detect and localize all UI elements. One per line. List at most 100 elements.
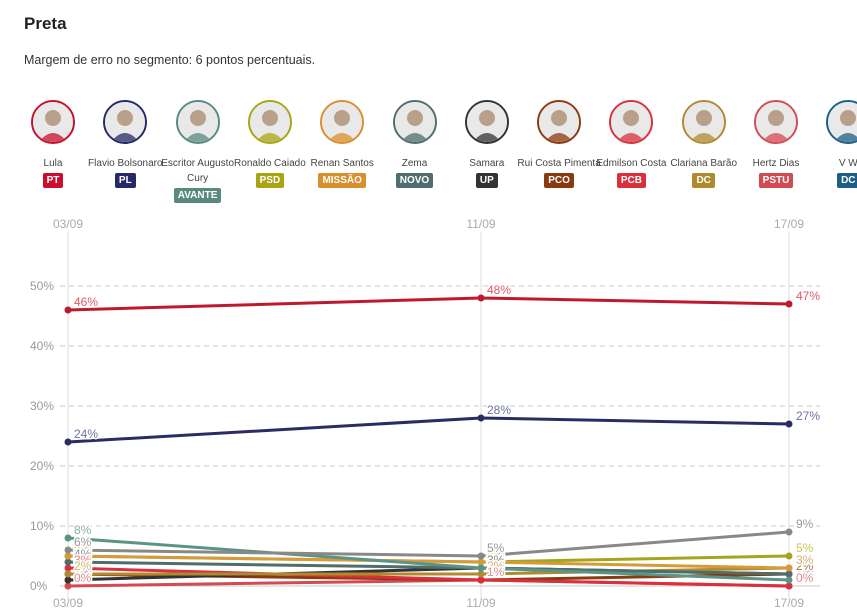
data-label-11-1: 5% <box>487 541 505 555</box>
data-point-5-0 <box>64 558 72 566</box>
data-label-7-1: 1% <box>487 565 505 579</box>
candidate-6[interactable]: Samara UP <box>442 100 532 188</box>
data-point-2-2 <box>785 576 793 584</box>
candidate-5[interactable]: Zema NOVO <box>370 100 460 188</box>
data-label-1-2: 27% <box>796 409 820 423</box>
data-point-0-2 <box>785 300 793 308</box>
data-point-11-2 <box>785 528 793 536</box>
series-line-11 <box>67 530 790 558</box>
data-point-0-1 <box>477 294 485 302</box>
ronaldo-caiado-avatar-icon <box>247 100 292 144</box>
candidate-7[interactable]: Rui Costa Pimenta PCO <box>514 100 604 188</box>
data-point-8-2 <box>785 582 793 590</box>
y-tick-label-4: 40% <box>30 339 54 353</box>
data-point-1-0 <box>64 438 72 446</box>
data-label-2-2: 1% <box>796 565 814 579</box>
data-point-10-0 <box>64 582 72 590</box>
data-label-8-2: 0% <box>796 571 814 585</box>
chart-title: Preta <box>24 14 67 33</box>
data-label-1-1: 28% <box>487 403 511 417</box>
data-point-2-0 <box>64 534 72 542</box>
data-point-8-0 <box>64 564 72 572</box>
data-label-0-0: 46% <box>74 295 98 309</box>
data-point-11-1 <box>477 552 485 560</box>
y-tick-label-1: 10% <box>30 519 54 533</box>
partial-avatar-icon <box>826 100 857 144</box>
party-badge: PSTU <box>758 173 794 188</box>
rui-costa-pimenta-avatar-icon <box>537 100 582 144</box>
candidate-10[interactable]: Hertz Dias PSTU <box>731 100 821 188</box>
data-point-8-1 <box>477 576 485 584</box>
party-badge: MISSÃO <box>318 173 366 188</box>
y-tick-label-3: 30% <box>30 399 54 413</box>
line-chart: 0% 10% 20% 30% 40% 50% 03/09 03/09 11/09 11/09 17/… <box>30 217 822 610</box>
data-label-10-0: 0% <box>74 571 92 585</box>
data-label-10-1: 1% <box>487 565 505 579</box>
data-label-7-2: 2% <box>796 559 814 573</box>
candidate-legend: Lula PT Flavio Bolsonaro PL Escritor Augusto… <box>24 100 857 210</box>
data-point-2-1 <box>477 564 485 572</box>
candidate-name: V W <box>838 158 857 169</box>
candidate-0[interactable]: Lula PT <box>24 100 98 188</box>
data-point-1-2 <box>785 420 793 428</box>
candidate-9[interactable]: Clariana Barão DC <box>659 100 749 188</box>
data-label-4-1: 4% <box>487 547 505 561</box>
hertz-dias-avatar-icon <box>754 100 798 144</box>
data-point-4-2 <box>785 564 793 572</box>
data-label-9-2: 3% <box>796 553 814 567</box>
x-tick-label-top-1: 11/09 <box>466 217 495 231</box>
party-badge: DC <box>692 173 715 188</box>
candidate-name: Clariana Barão <box>670 158 738 169</box>
data-point-5-2 <box>785 570 793 578</box>
data-label-3-1: 4% <box>487 547 505 561</box>
data-point-9-1 <box>477 570 485 578</box>
candidate-name: Ronaldo Caiado <box>234 158 306 169</box>
party-badge: PT <box>42 173 64 188</box>
x-tick-label-top-0: 03/09 <box>53 217 83 231</box>
data-label-9-0: 2% <box>74 559 92 573</box>
party-badge: NOVO <box>395 173 434 188</box>
data-label-6-0: 1% <box>74 565 92 579</box>
x-tick-label-bottom-0: 03/09 <box>53 596 83 610</box>
candidate-name: Rui Costa Pimenta <box>517 158 601 169</box>
party-badge: PCB <box>616 173 646 188</box>
data-label-4-2: 3% <box>796 553 814 567</box>
series-line-1 <box>67 416 790 444</box>
data-label-5-0: 4% <box>74 547 92 561</box>
renan-santos-avatar-icon <box>320 100 365 144</box>
data-label-10-2: 0% <box>796 571 814 585</box>
augusto-cury-avatar-icon <box>175 100 220 144</box>
candidate-3[interactable]: Ronaldo Caiado PSD <box>225 100 315 188</box>
y-tick-label-0: 0% <box>30 579 48 593</box>
edmilson-costa-avatar-icon <box>609 100 654 144</box>
party-badge: PL <box>114 173 136 188</box>
party-badge: DC <box>837 173 857 188</box>
candidate-name: Renan Santos <box>310 158 374 169</box>
data-point-9-0 <box>64 570 72 578</box>
x-tick-label-top-2: 17/09 <box>774 217 804 231</box>
lula-avatar-icon <box>31 100 75 144</box>
candidate-11[interactable]: V W DC <box>803 100 857 188</box>
candidate-8[interactable]: Edmilson Costa PCB <box>586 100 676 188</box>
candidate-name: Zema <box>401 158 428 169</box>
candidate-name: Escritor Augusto Cury <box>161 158 234 184</box>
candidate-name: Lula <box>43 158 63 169</box>
data-label-0-1: 48% <box>487 283 511 297</box>
x-tick-label-bottom-1: 11/09 <box>466 596 495 610</box>
data-label-5-1: 3% <box>487 553 505 567</box>
candidate-1[interactable]: Flavio Bolsonaro PL <box>80 100 170 188</box>
data-label-11-2: 9% <box>796 517 814 531</box>
candidate-2[interactable]: Escritor Augusto Cury AVANTE <box>153 100 243 203</box>
data-label-0-2: 47% <box>796 289 820 303</box>
data-label-5-2: 2% <box>796 559 814 573</box>
data-label-3-2: 5% <box>796 541 814 555</box>
zema-avatar-icon <box>392 100 437 144</box>
data-point-0-0 <box>64 306 72 314</box>
candidate-name: Hertz Dias <box>752 158 800 169</box>
candidate-name: Samara <box>469 158 505 169</box>
data-point-4-1 <box>477 558 485 566</box>
data-label-8-0: 3% <box>74 553 92 567</box>
candidate-4[interactable]: Renan Santos MISSÃO <box>297 100 387 188</box>
data-label-8-1: 1% <box>487 565 505 579</box>
flavio-bolsonaro-avatar-icon <box>103 100 148 144</box>
